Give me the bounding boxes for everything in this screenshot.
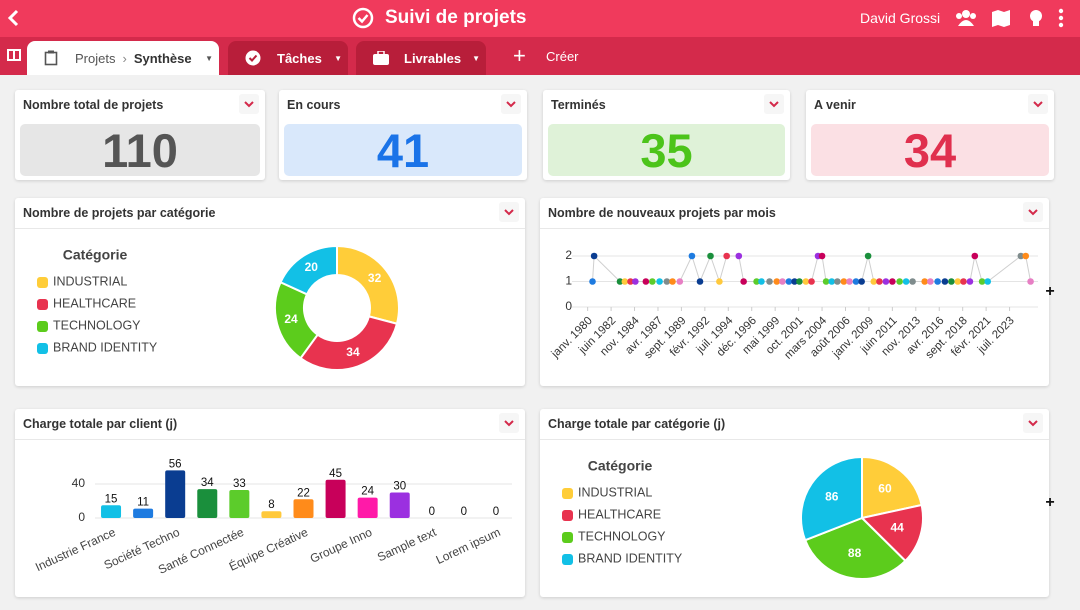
chart-title: Charge totale par client (j) — [23, 417, 178, 431]
dropdown-button[interactable] — [1028, 94, 1048, 114]
tab-icon — [44, 50, 58, 66]
chart-card: Nombre de projets par catégorie — [15, 198, 525, 386]
tab-menu[interactable]: ▼ — [334, 53, 342, 63]
kpi-value: 110 — [20, 124, 260, 177]
chart-card: Charge totale par catégorie (j) — [540, 409, 1049, 597]
chart-title: Nombre de nouveaux projets par mois — [548, 206, 776, 220]
tab-taches[interactable]: Tâches ▼ — [228, 41, 348, 75]
app-header: Suivi de projets David Grossi — [0, 0, 1080, 37]
dropdown-button[interactable] — [764, 94, 784, 114]
user-name[interactable]: David Grossi — [860, 10, 941, 26]
dropdown-button[interactable] — [239, 94, 259, 114]
active-tab: Synthèse — [133, 50, 192, 66]
tab-bar: Projets › Synthèse ▼ Tâches ▼ Livrables … — [0, 37, 1080, 75]
app-title: Suivi de projets — [385, 7, 527, 28]
dropdown-button[interactable] — [501, 94, 521, 114]
card-separator — [540, 439, 1049, 440]
kpi-title: A venir — [814, 98, 856, 112]
kpi-title: Terminés — [551, 98, 606, 112]
kpi-value: 41 — [284, 124, 522, 177]
dropdown-button[interactable] — [1023, 202, 1043, 222]
breadcrumb[interactable]: Projets — [75, 50, 116, 66]
tab-synthese[interactable]: Projets › Synthèse ▼ — [27, 41, 219, 75]
back-button[interactable] — [6, 8, 22, 28]
dropdown-button[interactable] — [499, 413, 519, 433]
chart-title: Nombre de projets par catégorie — [23, 206, 216, 220]
kpi-card: Nombre total de projets 110 — [15, 90, 265, 180]
kpi-title: Nombre total de projets — [23, 98, 164, 112]
card-separator — [15, 439, 525, 440]
kpi-card: En cours 41 — [279, 90, 527, 180]
chart-title: Charge totale par catégorie (j) — [548, 417, 726, 431]
kpi-value: 34 — [811, 124, 1049, 177]
header-icons[interactable] — [954, 8, 1069, 30]
tab-label[interactable]: Livrables — [404, 50, 462, 66]
tab-menu[interactable]: ▼ — [205, 53, 213, 63]
title-icon — [352, 7, 374, 29]
kpi-card: Terminés 35 — [543, 90, 790, 180]
kpi-value: 35 — [548, 124, 785, 177]
create-icon[interactable]: + — [513, 43, 526, 68]
dropdown-button[interactable] — [499, 202, 519, 222]
breadcrumb-separator: › — [122, 50, 127, 66]
kpi-title: En cours — [287, 98, 341, 112]
tab-livrables[interactable]: Livrables ▼ — [356, 41, 486, 75]
tab-icon — [373, 51, 389, 65]
chart-card: Charge totale par client (j) — [15, 409, 525, 597]
sidebar-toggle[interactable] — [7, 49, 21, 61]
card-separator — [540, 228, 1049, 229]
tab-icon — [245, 50, 261, 66]
card-separator — [15, 228, 525, 229]
tab-menu[interactable]: ▼ — [472, 53, 480, 63]
chart-card: Nombre de nouveaux projets par mois — [540, 198, 1049, 386]
kpi-card: A venir 34 — [806, 90, 1054, 180]
tab-label[interactable]: Tâches — [277, 50, 322, 66]
dropdown-button[interactable] — [1023, 413, 1043, 433]
create-button[interactable]: Créer — [546, 49, 579, 64]
